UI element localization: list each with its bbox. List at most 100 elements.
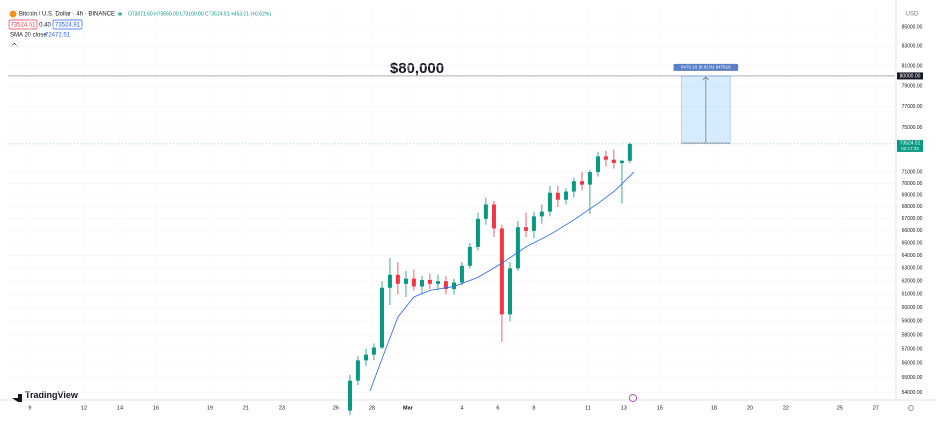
x-tick-label: 12 (81, 405, 87, 411)
candle-body (507, 268, 512, 315)
candle-body (483, 204, 488, 219)
y-tick-label: 77000.00 (902, 104, 923, 110)
candle-body (387, 274, 392, 288)
candle-body (603, 156, 608, 160)
candle-body (411, 278, 416, 287)
y-tick-label: 57000.00 (902, 346, 923, 352)
collapse-icon (12, 42, 17, 46)
candle-body (547, 192, 552, 212)
y-tick-label: 65000.00 (902, 241, 923, 247)
collapse-button[interactable] (9, 40, 20, 48)
x-tick-label: 21 (243, 405, 249, 411)
x-tick-label: 16 (153, 405, 159, 411)
last-price-box (897, 139, 923, 152)
x-tick-label: 20 (747, 405, 753, 411)
projection-label: 6476.19 (8.81%) 647619 (681, 65, 731, 70)
y-tick-label: 67000.00 (902, 216, 923, 222)
level-label-box (897, 72, 923, 80)
candle-body (436, 281, 441, 284)
y-tick-label: 64000.00 (902, 253, 923, 259)
ohlc: O73071.50 H73650.00 L73100.00 C73524.51 … (128, 11, 271, 17)
x-tick-label: 23 (279, 405, 285, 411)
projection-label-box (673, 63, 739, 71)
candle-body (355, 360, 360, 381)
buy-price[interactable]: 73524.91 (55, 22, 81, 28)
candle-body (380, 287, 385, 348)
currency[interactable]: USD (906, 12, 919, 18)
candle-body (524, 227, 529, 231)
event-icon[interactable] (629, 394, 637, 402)
candle-body (563, 191, 568, 200)
projection-arrowhead (702, 76, 710, 81)
candle-body (419, 279, 424, 287)
sell-price[interactable]: 73524.51 (10, 22, 36, 28)
x-tick-label: 9 (28, 405, 31, 411)
y-tick-label: 68000.00 (902, 204, 923, 210)
logo: TradingView (25, 390, 79, 400)
y-tick-label: 81000.00 (902, 63, 923, 69)
y-tick-label: 61000.00 (902, 292, 923, 298)
x-tick-label: 4 (460, 405, 463, 411)
y-tick-label: 66000.00 (902, 228, 923, 234)
candle-body (555, 192, 560, 200)
x-tick-label: Mar (403, 405, 414, 411)
sma-line (369, 171, 635, 392)
indicator-value: 72472.51 (45, 33, 71, 39)
candle-body (491, 204, 496, 229)
candle-body (571, 181, 576, 192)
chart-title: $80,000 (390, 60, 444, 77)
y-tick-label: 75000.00 (902, 125, 923, 131)
candle-body (395, 274, 400, 284)
candle-body (531, 216, 536, 231)
candle-body (619, 160, 624, 164)
candle-body (467, 246, 472, 266)
indicator-name[interactable]: SMA 20 close (10, 33, 47, 39)
y-tick-label: 70000.00 (902, 181, 923, 187)
x-tick-label: 13 (621, 405, 627, 411)
y-tick-label: 62000.00 (902, 279, 923, 285)
y-tick-label: 54000.00 (902, 390, 923, 396)
last-price-label: 73524.51 (900, 141, 921, 147)
candle-body (364, 354, 369, 361)
candle-body (371, 347, 376, 355)
y-tick-label: 56000.00 (902, 361, 923, 367)
y-tick-label: 71000.00 (902, 169, 923, 175)
buy-button[interactable] (52, 19, 83, 30)
x-tick-label: 27 (873, 405, 879, 411)
level-label: 80000.00 (900, 73, 921, 79)
candle-body (475, 218, 480, 247)
logo-icon (12, 394, 22, 402)
candle-body (579, 181, 584, 185)
candle-body (452, 282, 457, 290)
y-tick-label: 83000.00 (902, 44, 923, 50)
y-tick-label: 85000.00 (902, 24, 923, 30)
candle-body (499, 228, 504, 315)
candle-body (403, 278, 408, 284)
y-tick-label: 63000.00 (902, 266, 923, 272)
settings-icon[interactable] (908, 405, 914, 411)
x-tick-label: 18 (711, 405, 717, 411)
y-tick-label: 59000.00 (902, 319, 923, 325)
x-tick-label: 26 (333, 405, 339, 411)
countdown: 02:17:33 (901, 146, 919, 151)
x-tick-label: 6 (496, 405, 499, 411)
x-tick-label: 11 (585, 405, 591, 411)
candle-body (627, 143, 632, 161)
y-tick-label: 58000.00 (902, 332, 923, 338)
y-tick-label: 79000.00 (902, 83, 923, 89)
symbol-icon (9, 10, 17, 18)
y-tick-label: 55000.00 (902, 375, 923, 381)
candle-body (515, 227, 520, 269)
candle-body (596, 156, 601, 173)
x-tick-label: 19 (207, 405, 213, 411)
candle-body (347, 380, 352, 411)
symbol-title[interactable]: Bitcoin / U.S. Dollar · 4h · BINANCE (19, 12, 115, 18)
candle-body (539, 211, 544, 217)
candle-body (459, 265, 464, 283)
x-tick-label: 25 (837, 405, 843, 411)
x-tick-label: 8 (532, 405, 535, 411)
x-tick-label: 22 (783, 405, 789, 411)
x-tick-label: 28 (369, 405, 375, 411)
x-tick-label: 14 (117, 405, 123, 411)
